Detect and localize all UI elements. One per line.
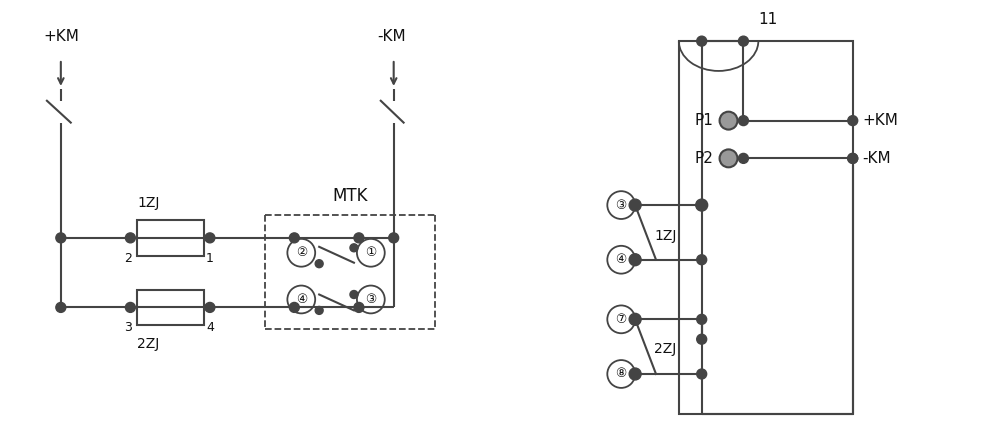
Text: +KM: +KM: [43, 29, 79, 44]
Text: ⑦: ⑦: [616, 313, 627, 326]
Text: ②: ②: [296, 246, 307, 259]
Circle shape: [696, 199, 708, 211]
Text: ①: ①: [365, 246, 376, 259]
Bar: [137, 289, 204, 326]
Circle shape: [125, 302, 135, 312]
Circle shape: [848, 153, 858, 163]
Text: ③: ③: [365, 293, 376, 306]
Circle shape: [697, 36, 707, 46]
Circle shape: [125, 233, 135, 243]
Text: MTK: MTK: [332, 187, 368, 205]
Circle shape: [697, 334, 707, 344]
Text: 2: 2: [124, 252, 132, 265]
Circle shape: [629, 368, 641, 380]
Circle shape: [350, 244, 358, 252]
Circle shape: [205, 233, 215, 243]
Circle shape: [720, 112, 737, 130]
Text: 1ZJ: 1ZJ: [137, 196, 160, 210]
Text: 4: 4: [206, 321, 214, 334]
Text: ⑧: ⑧: [616, 368, 627, 381]
Circle shape: [315, 260, 323, 268]
Circle shape: [848, 153, 858, 163]
Circle shape: [738, 115, 748, 125]
Text: P1: P1: [695, 113, 714, 128]
Circle shape: [738, 153, 748, 163]
Text: 2ZJ: 2ZJ: [137, 337, 160, 351]
Circle shape: [697, 255, 707, 265]
Circle shape: [738, 36, 748, 46]
Circle shape: [629, 199, 641, 211]
Circle shape: [848, 115, 858, 125]
Circle shape: [315, 306, 323, 314]
Circle shape: [205, 302, 215, 312]
Circle shape: [697, 314, 707, 324]
Text: 11: 11: [758, 12, 778, 27]
Circle shape: [350, 290, 358, 299]
Text: -KM: -KM: [377, 29, 405, 44]
Circle shape: [720, 149, 737, 168]
Text: 2ZJ: 2ZJ: [654, 342, 676, 356]
Circle shape: [389, 233, 399, 243]
Bar: [137, 220, 204, 256]
Text: 1ZJ: 1ZJ: [654, 229, 676, 243]
Circle shape: [354, 302, 364, 312]
Text: +KM: +KM: [863, 113, 899, 128]
Text: 1: 1: [206, 252, 214, 265]
Text: 3: 3: [124, 321, 132, 334]
Text: -KM: -KM: [863, 151, 891, 166]
Circle shape: [629, 313, 641, 326]
Text: ③: ③: [616, 199, 627, 212]
Circle shape: [56, 302, 66, 312]
Text: ④: ④: [616, 253, 627, 266]
Bar: [679, 41, 853, 414]
Text: ④: ④: [296, 293, 307, 306]
Circle shape: [697, 369, 707, 379]
Text: P2: P2: [695, 151, 714, 166]
Circle shape: [354, 233, 364, 243]
Circle shape: [289, 302, 299, 312]
Circle shape: [629, 254, 641, 266]
Circle shape: [56, 233, 66, 243]
Circle shape: [289, 233, 299, 243]
